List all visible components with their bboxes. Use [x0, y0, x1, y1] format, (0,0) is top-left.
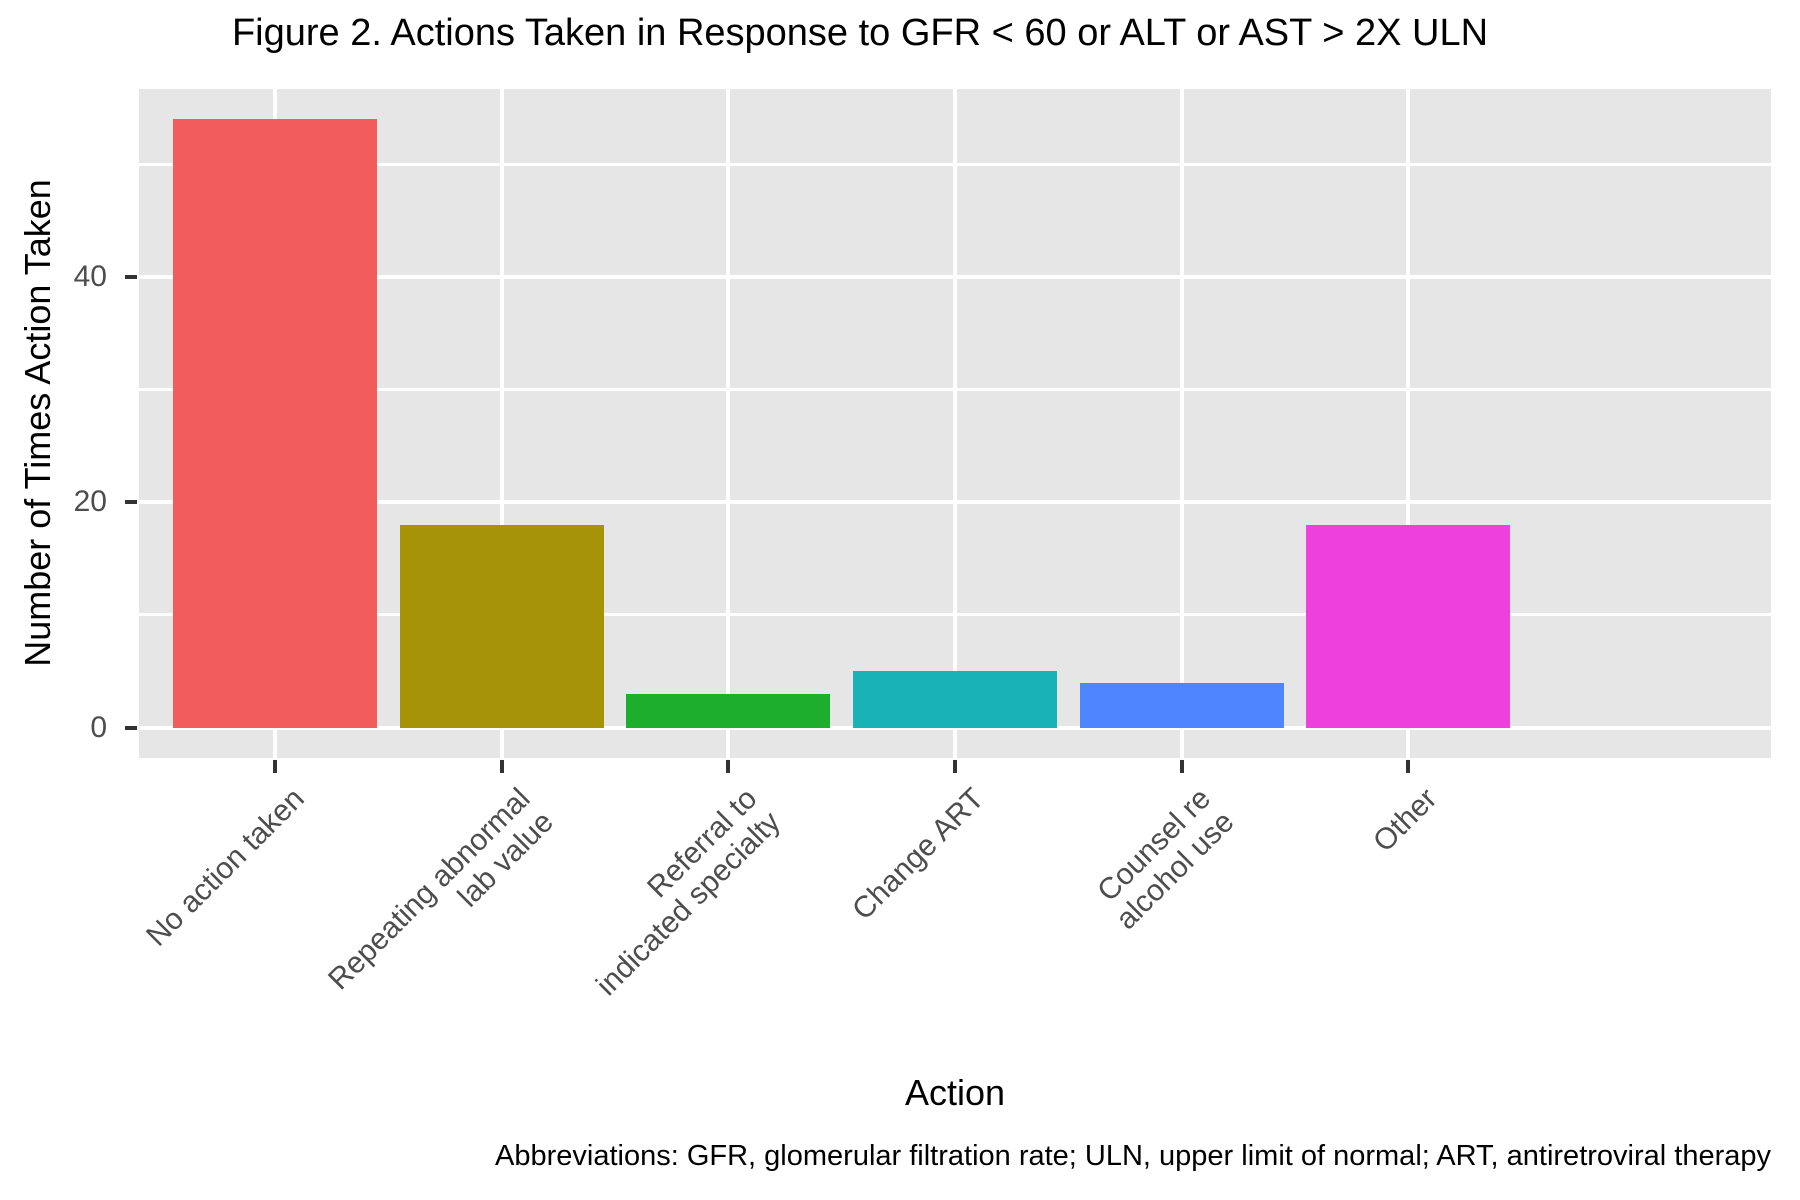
gridline-major-x-3	[726, 89, 731, 758]
y-tick-mark-20	[125, 500, 137, 505]
plot-panel	[139, 89, 1771, 758]
x-tick-label-text: Other	[1367, 782, 1444, 859]
x-axis-title: Action	[904, 1072, 1006, 1113]
y-tick-label-40: 40	[73, 260, 107, 294]
gridline-major-x-5	[1179, 89, 1184, 758]
x-tick-mark-2	[499, 760, 504, 773]
x-tick-mark-5	[1179, 760, 1184, 773]
gridline-major-x-6	[1406, 89, 1411, 758]
x-tick-label-text: Repeating abnormal lab value	[322, 782, 561, 997]
gridline-major-x-4	[953, 89, 957, 758]
bar-change-art	[853, 671, 1057, 728]
x-tick-mark-6	[1406, 760, 1411, 773]
y-tick-mark-0	[125, 725, 137, 730]
x-tick-mark-1	[273, 760, 277, 773]
chart-title: Figure 2. Actions Taken in Response to G…	[231, 12, 1489, 54]
bar-no-action-taken	[173, 119, 377, 728]
gridline-major-x-2	[499, 89, 504, 758]
bar-other	[1306, 524, 1511, 728]
bar-repeating-abnormal-lab-value	[399, 524, 604, 728]
x-tick-label-text: Counsel re alcohol use	[1091, 782, 1241, 936]
x-tick-label-text: No action taken	[139, 782, 311, 953]
y-tick-label-20: 20	[73, 485, 107, 519]
bar-referral-to-indicated-specialty	[626, 693, 831, 728]
x-tick-label-text: Change ART	[845, 782, 991, 927]
x-tick-mark-4	[953, 760, 957, 773]
y-axis-title-text: Number of Times Action Taken	[17, 179, 58, 667]
x-tick-mark-3	[726, 760, 731, 773]
bar-counsel-re-alcohol-use	[1079, 682, 1284, 728]
y-tick-mark-40	[125, 275, 137, 280]
y-tick-label-0: 0	[90, 710, 107, 744]
x-tick-label-text: Referral to indicated specialty	[590, 782, 787, 1003]
caption-abbreviations: Abbreviations: GFR, glomerular filtratio…	[495, 1140, 1771, 1172]
